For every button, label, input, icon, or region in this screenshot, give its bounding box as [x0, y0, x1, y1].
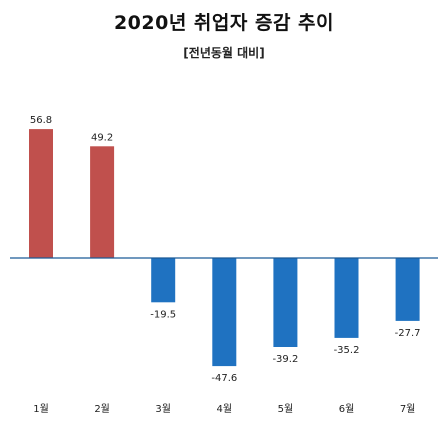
bar-6월: [334, 258, 359, 338]
category-label: 4월: [217, 403, 233, 415]
category-label: 6월: [339, 403, 355, 415]
data-label: -39.2: [272, 354, 298, 365]
data-label: -27.7: [395, 328, 421, 339]
category-label: 2월: [94, 403, 110, 415]
chart-title: 2020년 취업자 증감 추이: [113, 12, 335, 34]
category-label: 7월: [400, 403, 416, 415]
category-label: 1월: [33, 403, 49, 415]
bar-7월: [395, 258, 420, 321]
bar-5월: [273, 258, 298, 347]
bar-4월: [212, 258, 237, 367]
chart-subtitle: [전년동월 대비]: [183, 46, 265, 60]
bar-1월: [29, 129, 53, 258]
data-label: -35.2: [334, 345, 360, 356]
data-label: -47.6: [211, 373, 237, 384]
bar-2월: [90, 146, 115, 258]
category-label: 3월: [155, 403, 171, 415]
category-label: 5월: [278, 403, 294, 415]
bar-3월: [151, 258, 176, 303]
data-label: -19.5: [150, 309, 176, 320]
data-label: 56.8: [30, 115, 52, 126]
data-label: 49.2: [91, 132, 113, 143]
